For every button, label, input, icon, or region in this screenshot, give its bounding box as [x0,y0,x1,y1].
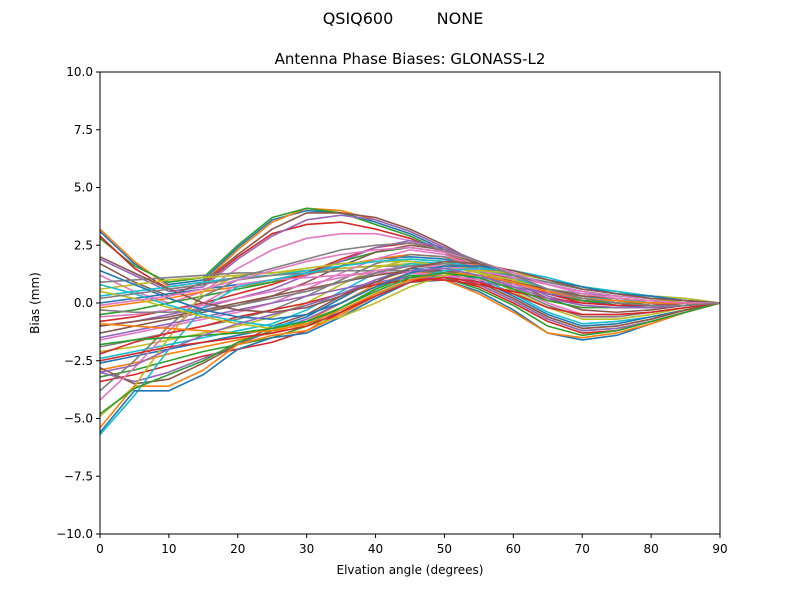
series-line [99,272,720,334]
x-axis-label: Elvation angle (degrees) [337,563,484,577]
plot-frame [99,71,721,535]
series-line [99,274,721,415]
figure-suptitle-left: QSIQ600 [323,9,394,28]
chart-title: Antenna Phase Biases: GLONASS-L2 [275,50,546,68]
x-tick-label: 90 [712,542,727,556]
x-tick-label: 30 [299,542,314,556]
y-tick-label: 5.0 [74,181,93,195]
y-tick-label: −7.5 [64,469,93,483]
y-tick-label: −10.0 [56,527,93,541]
x-tick-label: 40 [368,542,383,556]
series-line [99,276,721,362]
series-line [99,256,721,314]
x-tick-label: 60 [506,542,521,556]
series-line [99,262,721,360]
y-tick-label: 10.0 [66,65,93,79]
y-tick-label: 0.0 [74,296,93,310]
series-line [99,267,721,374]
figure-suptitle-right: NONE [437,9,484,28]
x-tick-label: 70 [575,542,590,556]
x-tick-label: 50 [437,542,452,556]
series-layer [99,207,721,436]
y-tick-label: 7.5 [74,123,93,137]
y-axis-label: Bias (mm) [28,272,42,334]
x-tick-label: 80 [643,542,658,556]
x-tick-label: 10 [161,542,176,556]
tick-layer: 0 10 20 30 40 50 60 70 80 90 −10.0 −7.5 −5.0 −2.5 0.0 2… [56,65,727,556]
x-tick-label: 20 [230,542,245,556]
y-tick-label: 2.5 [74,238,93,252]
y-tick-label: −5.0 [64,412,93,426]
x-tick-label: 0 [96,542,104,556]
y-tick-label: −2.5 [64,354,93,368]
series-line [99,246,720,307]
series-line [99,244,721,334]
series-line [99,242,721,307]
